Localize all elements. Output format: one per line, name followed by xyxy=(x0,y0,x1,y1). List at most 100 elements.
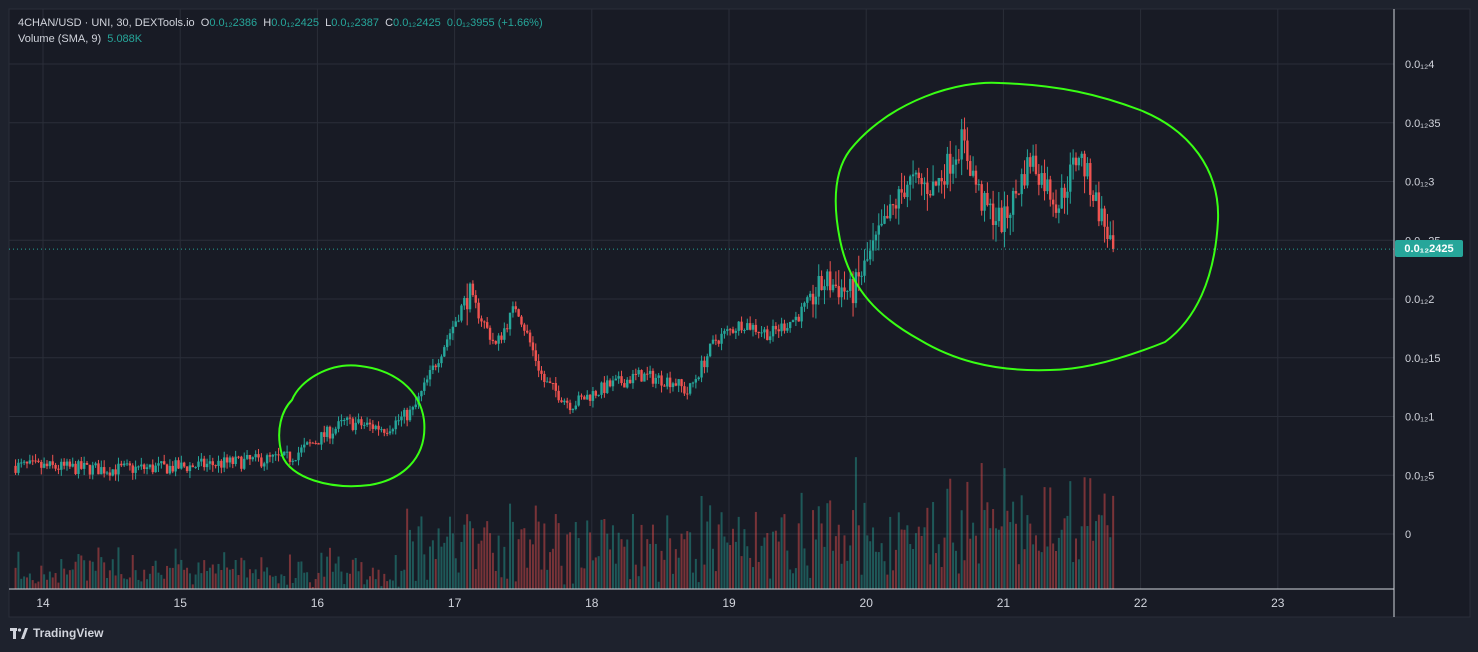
candle-body xyxy=(683,386,686,394)
volume-bar xyxy=(368,576,371,589)
volume-bar xyxy=(614,563,617,589)
volume-bar xyxy=(140,581,143,589)
candle-body xyxy=(185,466,189,472)
candle-body xyxy=(614,378,618,381)
candle-body xyxy=(563,400,566,403)
volume-bar xyxy=(437,528,440,589)
candle-body xyxy=(883,215,886,224)
volume-bar xyxy=(431,540,434,589)
candle-body xyxy=(60,461,63,470)
candle-body xyxy=(403,409,406,417)
volume-bar xyxy=(743,529,746,589)
volume-bar xyxy=(234,559,237,589)
candle-body xyxy=(920,178,923,185)
candle-body xyxy=(431,365,435,371)
candle-body xyxy=(966,140,969,162)
volume-bar xyxy=(348,573,351,589)
volume-bar xyxy=(792,573,795,589)
volume-bar xyxy=(1029,523,1032,589)
volume-bar xyxy=(491,552,494,589)
volume-bar xyxy=(211,564,214,589)
candle-body xyxy=(1037,173,1041,185)
volume-bar xyxy=(406,508,409,589)
candle-body xyxy=(708,343,712,357)
volume-bar xyxy=(200,573,203,589)
low-label: L xyxy=(325,17,332,29)
tradingview-logo[interactable]: TradingView xyxy=(10,626,103,640)
volume-bar xyxy=(732,528,735,589)
candle-body xyxy=(766,329,769,341)
volume-bar xyxy=(529,539,532,589)
volume-bar xyxy=(151,565,154,589)
candle-body xyxy=(411,407,415,410)
candle-body xyxy=(305,442,309,445)
candle-body xyxy=(731,329,735,333)
volume-bar xyxy=(932,502,935,589)
candle-body xyxy=(348,417,352,419)
volume-bar xyxy=(100,557,103,589)
candle-body xyxy=(826,271,829,287)
volume-bar xyxy=(549,552,552,589)
candle-body xyxy=(1054,204,1058,213)
candle-body xyxy=(571,409,575,411)
volume-bar xyxy=(74,561,77,589)
candle-body xyxy=(483,321,486,323)
candle-body xyxy=(560,400,563,403)
candle-body xyxy=(914,172,918,175)
candle-body xyxy=(897,189,900,209)
candle-body xyxy=(917,172,920,179)
volume-bar xyxy=(294,577,297,589)
volume-bar xyxy=(474,569,477,589)
candle-body xyxy=(151,464,154,473)
volume-bar xyxy=(103,562,106,589)
candle-body xyxy=(1031,155,1035,167)
candle-body xyxy=(274,454,277,456)
candle-body xyxy=(837,286,840,298)
volume-bar xyxy=(786,550,789,589)
volume-bar xyxy=(654,543,657,589)
volume-bar xyxy=(697,582,700,589)
candle-body xyxy=(154,465,157,473)
time-tick-label: 18 xyxy=(585,596,599,610)
candle-body xyxy=(586,394,589,400)
volume-bar xyxy=(420,516,423,589)
volume-bar xyxy=(949,478,952,589)
candle-body xyxy=(1103,208,1106,227)
candle-body xyxy=(268,455,272,457)
volume-bar xyxy=(1040,552,1043,589)
volume-bar xyxy=(617,532,620,589)
candle-body xyxy=(566,400,569,403)
volume-bar xyxy=(832,550,835,589)
brand-label: TradingView xyxy=(33,626,104,640)
candle-body xyxy=(974,170,978,185)
volume-bar xyxy=(331,571,334,589)
volume-bar xyxy=(163,578,166,589)
volume-bar xyxy=(686,531,689,589)
candle-body xyxy=(763,329,766,333)
volume-bar xyxy=(914,533,917,589)
volume-bar xyxy=(843,535,846,589)
candle-body xyxy=(674,383,678,386)
candle-body xyxy=(780,323,783,332)
candle-body xyxy=(611,380,615,387)
annotation-circle-small xyxy=(278,364,426,488)
candle-body xyxy=(171,465,174,472)
candle-body xyxy=(977,184,981,186)
candle-body xyxy=(200,458,203,462)
candle-body xyxy=(1100,208,1103,222)
candle-body xyxy=(77,461,80,475)
volume-bar xyxy=(108,570,111,589)
volume-bar xyxy=(66,574,69,589)
candle-body xyxy=(17,462,20,473)
volume-bar xyxy=(863,502,866,589)
candle-body xyxy=(857,272,860,277)
current-price-tag: 0.0₁₂2425 xyxy=(1395,240,1463,257)
candle-body xyxy=(80,461,83,469)
candle-body xyxy=(886,215,889,219)
volume-bar xyxy=(1080,526,1083,589)
volume-bar xyxy=(386,581,389,589)
candle-body xyxy=(405,409,409,421)
volume-bar xyxy=(711,548,714,589)
candle-body xyxy=(548,381,552,383)
